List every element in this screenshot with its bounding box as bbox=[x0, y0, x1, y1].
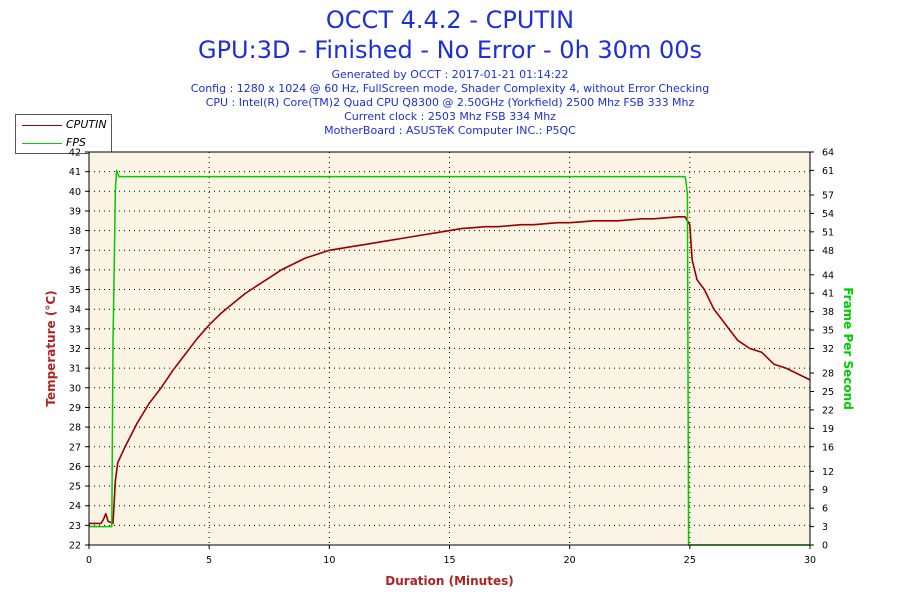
x-tick-label: 30 bbox=[804, 555, 816, 566]
y-tick-label: 33 bbox=[69, 324, 81, 335]
y2-tick-label: 9 bbox=[822, 485, 828, 496]
info-generated: Generated by OCCT : 2017-01-21 01:14:22 bbox=[331, 68, 569, 81]
y-tick-label: 32 bbox=[69, 344, 81, 355]
x-tick-label: 15 bbox=[443, 555, 455, 566]
x-tick-label: 10 bbox=[323, 555, 335, 566]
y2-tick-label: 19 bbox=[822, 424, 834, 435]
y-tick-label: 42 bbox=[69, 148, 81, 159]
y-tick-label: 26 bbox=[69, 462, 81, 473]
y2-tick-label: 38 bbox=[822, 307, 834, 318]
y-tick-label: 29 bbox=[69, 403, 81, 414]
y-tick-label: 24 bbox=[69, 501, 81, 512]
plot-border bbox=[88, 151, 811, 546]
y-tick-label: 30 bbox=[69, 383, 81, 394]
y-tick-label: 23 bbox=[69, 521, 81, 532]
y2-tick-label: 57 bbox=[822, 190, 834, 201]
y2-tick-label: 51 bbox=[822, 227, 834, 238]
y2-tick-label: 35 bbox=[822, 326, 834, 337]
y2-tick-label: 61 bbox=[822, 166, 834, 177]
y2-tick-label: 32 bbox=[822, 344, 834, 355]
legend-item-cputin: CPUTIN bbox=[16, 117, 111, 133]
y2-axis-label: Frame Per Second bbox=[841, 287, 855, 410]
y2-tick-label: 12 bbox=[822, 467, 834, 478]
y2-tick-label: 16 bbox=[822, 442, 834, 453]
legend-swatch-cputin bbox=[22, 125, 62, 126]
legend-item-fps: FPS bbox=[16, 135, 111, 151]
chart-subtitle: GPU:3D - Finished - No Error - 0h 30m 00… bbox=[197, 36, 702, 64]
y-tick-label: 41 bbox=[69, 167, 81, 178]
y-axis-label: Temperature (°C) bbox=[44, 290, 58, 406]
legend-label-cputin: CPUTIN bbox=[66, 118, 107, 131]
y-tick-label: 28 bbox=[69, 423, 81, 434]
y2-tick-label: 0 bbox=[822, 541, 828, 552]
y2-tick-label: 22 bbox=[822, 405, 834, 416]
y-tick-label: 35 bbox=[69, 285, 81, 296]
y-tick-label: 27 bbox=[69, 442, 81, 453]
y2-tick-label: 41 bbox=[822, 289, 834, 300]
x-tick-label: 25 bbox=[684, 555, 696, 566]
y2-tick-label: 6 bbox=[822, 504, 828, 515]
y2-tick-label: 3 bbox=[822, 522, 828, 533]
y2-tick-label: 44 bbox=[822, 270, 834, 281]
y-tick-label: 39 bbox=[69, 206, 81, 217]
chart-title: OCCT 4.4.2 - CPUTIN bbox=[325, 6, 575, 34]
series-line-cputin bbox=[89, 216, 811, 525]
info-config: Config : 1280 x 1024 @ 60 Hz, FullScreen… bbox=[190, 82, 710, 95]
y-tick-label: 40 bbox=[69, 187, 81, 198]
x-tick-label: 20 bbox=[564, 555, 576, 566]
y-tick-label: 22 bbox=[69, 541, 81, 552]
y-tick-label: 37 bbox=[69, 246, 81, 257]
info-clock: Current clock : 2503 Mhz FSB 334 Mhz bbox=[344, 110, 556, 123]
y-tick-label: 34 bbox=[69, 305, 81, 316]
y-tick-label: 36 bbox=[69, 265, 81, 276]
y2-tick-label: 48 bbox=[822, 246, 834, 257]
series-line-fps bbox=[89, 169, 810, 546]
y2-tick-label: 54 bbox=[822, 209, 834, 220]
x-tick-label: 5 bbox=[206, 555, 212, 566]
x-axis-label: Duration (Minutes) bbox=[385, 574, 513, 588]
y-tick-label: 25 bbox=[69, 482, 81, 493]
legend-label-fps: FPS bbox=[66, 136, 86, 149]
y-tick-label: 38 bbox=[69, 226, 81, 237]
y-tick-label: 31 bbox=[69, 364, 81, 375]
y2-tick-label: 64 bbox=[822, 148, 834, 159]
x-tick-label: 0 bbox=[86, 555, 92, 566]
info-motherboard: MotherBoard : ASUSTeK Computer INC.: P5Q… bbox=[324, 124, 576, 137]
legend-swatch-fps bbox=[22, 143, 62, 144]
y2-tick-label: 25 bbox=[822, 387, 834, 398]
info-cpu: CPU : Intel(R) Core(TM)2 Quad CPU Q8300 … bbox=[205, 96, 695, 109]
chart-legend: CPUTIN FPS bbox=[15, 114, 112, 154]
y2-tick-label: 28 bbox=[822, 369, 834, 380]
